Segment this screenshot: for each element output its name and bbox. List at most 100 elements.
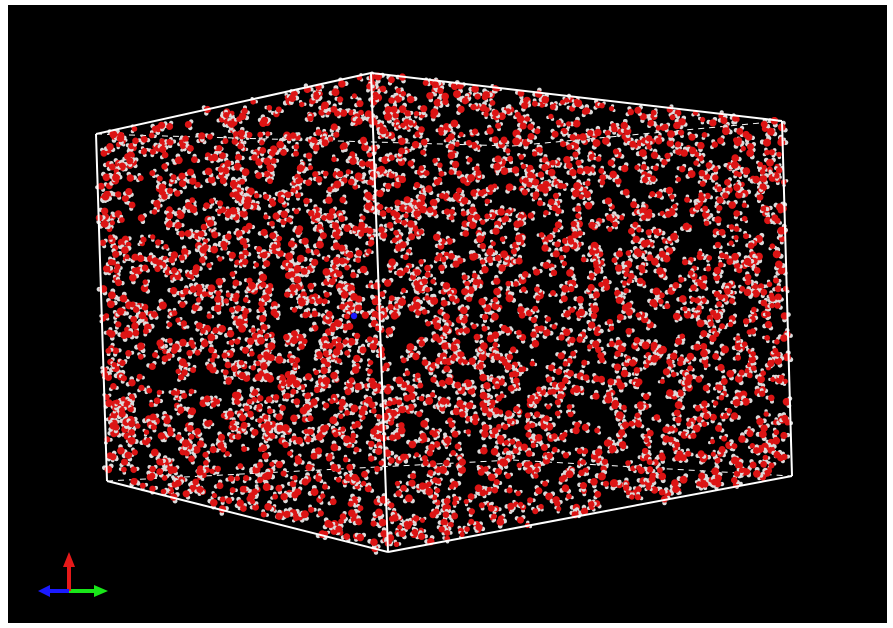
oxygen-atom-sphere <box>640 163 647 171</box>
oxygen-atom-sphere <box>156 389 163 396</box>
oxygen-atom-sphere <box>313 249 320 256</box>
oxygen-atom-sphere <box>386 221 394 229</box>
oxygen-atom-sphere <box>659 210 665 216</box>
oxygen-atom-sphere <box>720 378 728 385</box>
oxygen-atom-sphere <box>764 149 770 156</box>
oxygen-atom-sphere <box>491 486 499 494</box>
oxygen-atom-sphere <box>780 312 789 320</box>
oxygen-atom-sphere <box>305 436 312 443</box>
oxygen-atom-sphere <box>388 457 395 464</box>
oxygen-atom-sphere <box>721 435 728 442</box>
oxygen-atom-sphere <box>416 411 423 418</box>
oxygen-atom-sphere <box>241 346 250 354</box>
oxygen-atom-sphere <box>348 109 355 116</box>
oxygen-atom-sphere <box>595 346 602 353</box>
oxygen-atom-sphere <box>408 440 417 449</box>
oxygen-atom-sphere <box>542 261 550 269</box>
oxygen-atom-sphere <box>443 459 450 467</box>
oxygen-atom-sphere <box>542 480 549 487</box>
oxygen-atom-sphere <box>574 205 582 213</box>
oxygen-atom-sphere <box>384 112 392 121</box>
oxygen-atom-sphere <box>257 395 264 402</box>
oxygen-atom-sphere <box>131 322 139 330</box>
oxygen-atom-sphere <box>217 256 223 262</box>
oxygen-atom-sphere <box>646 254 654 262</box>
oxygen-atom-sphere <box>272 493 278 500</box>
oxygen-atom-sphere <box>607 226 613 232</box>
oxygen-atom-sphere <box>709 119 717 127</box>
oxygen-atom-sphere <box>468 518 475 525</box>
oxygen-atom-sphere <box>156 175 163 182</box>
oxygen-atom-sphere <box>546 376 553 383</box>
oxygen-atom-sphere <box>531 339 540 348</box>
oxygen-atom-sphere <box>768 394 775 402</box>
oxygen-atom-sphere <box>195 297 202 303</box>
oxygen-atom-sphere <box>627 108 634 116</box>
oxygen-atom-sphere <box>345 169 352 175</box>
oxygen-atom-sphere <box>419 432 427 440</box>
oxygen-atom-sphere <box>291 307 298 313</box>
oxygen-atom-sphere <box>650 486 659 494</box>
oxygen-atom-sphere <box>378 518 387 527</box>
oxygen-atom-sphere <box>479 373 488 382</box>
oxygen-atom-sphere <box>622 280 628 286</box>
oxygen-atom-sphere <box>330 123 338 131</box>
oxygen-atom-sphere <box>767 359 775 368</box>
oxygen-atom-sphere <box>438 264 445 272</box>
oxygen-atom-sphere <box>294 457 303 465</box>
oxygen-atom-sphere <box>276 235 283 242</box>
oxygen-atom-sphere <box>348 509 356 517</box>
oxygen-atom-sphere <box>269 220 275 227</box>
oxygen-atom-sphere <box>741 202 748 208</box>
oxygen-atom-sphere <box>489 100 496 106</box>
oxygen-atom-sphere <box>645 229 652 236</box>
oxygen-atom-sphere <box>708 321 714 327</box>
oxygen-atom-sphere <box>272 394 280 401</box>
oxygen-atom-sphere <box>359 346 367 354</box>
oxygen-atom-sphere <box>599 174 607 181</box>
oxygen-atom-sphere <box>167 430 174 437</box>
oxygen-atom-sphere <box>388 295 395 302</box>
molecular-scene[interactable] <box>8 5 887 623</box>
oxygen-atom-sphere <box>152 352 158 358</box>
oxygen-atom-sphere <box>206 313 213 319</box>
oxygen-atom-sphere <box>575 159 582 166</box>
oxygen-atom-sphere <box>746 372 753 379</box>
oxygen-atom-sphere <box>115 321 122 328</box>
oxygen-atom-sphere <box>563 156 571 164</box>
oxygen-atom-sphere <box>612 148 620 155</box>
oxygen-atom-sphere <box>716 301 723 307</box>
oxygen-atom-sphere <box>693 160 699 166</box>
oxygen-atom-sphere <box>206 262 212 269</box>
oxygen-atom-sphere <box>516 329 522 336</box>
oxygen-atom-sphere <box>265 131 271 137</box>
oxygen-atom-sphere <box>388 502 395 509</box>
oxygen-atom-sphere <box>292 475 298 481</box>
oxygen-atom-sphere <box>160 488 167 495</box>
oxygen-atom-sphere <box>709 438 716 445</box>
oxygen-atom-sphere <box>376 414 382 420</box>
oxygen-atom-sphere <box>652 287 661 296</box>
oxygen-atom-sphere <box>228 251 236 259</box>
oxygen-atom-sphere <box>760 120 768 128</box>
oxygen-atom-sphere <box>697 141 705 150</box>
oxygen-atom-sphere <box>267 408 273 415</box>
oxygen-atom-sphere <box>652 165 659 172</box>
oxygen-atom-sphere <box>632 235 640 243</box>
oxygen-atom-sphere <box>139 482 146 489</box>
oxygen-atom-sphere <box>651 257 659 266</box>
oxygen-atom-sphere <box>527 123 534 131</box>
oxygen-atom-sphere <box>285 252 294 261</box>
oxygen-atom-sphere <box>253 262 260 268</box>
oxygen-atom-sphere <box>261 452 270 460</box>
oxygen-atom-sphere <box>765 311 771 317</box>
oxygen-atom-sphere <box>420 420 429 428</box>
molecular-viewer-viewport[interactable] <box>8 5 887 623</box>
oxygen-atom-sphere <box>188 433 195 440</box>
oxygen-atom-sphere <box>545 316 551 322</box>
oxygen-atom-sphere <box>145 437 151 443</box>
oxygen-atom-sphere <box>210 499 218 507</box>
oxygen-atom-sphere <box>716 196 724 204</box>
oxygen-atom-sphere <box>424 264 431 272</box>
oxygen-atom-sphere <box>715 424 723 432</box>
